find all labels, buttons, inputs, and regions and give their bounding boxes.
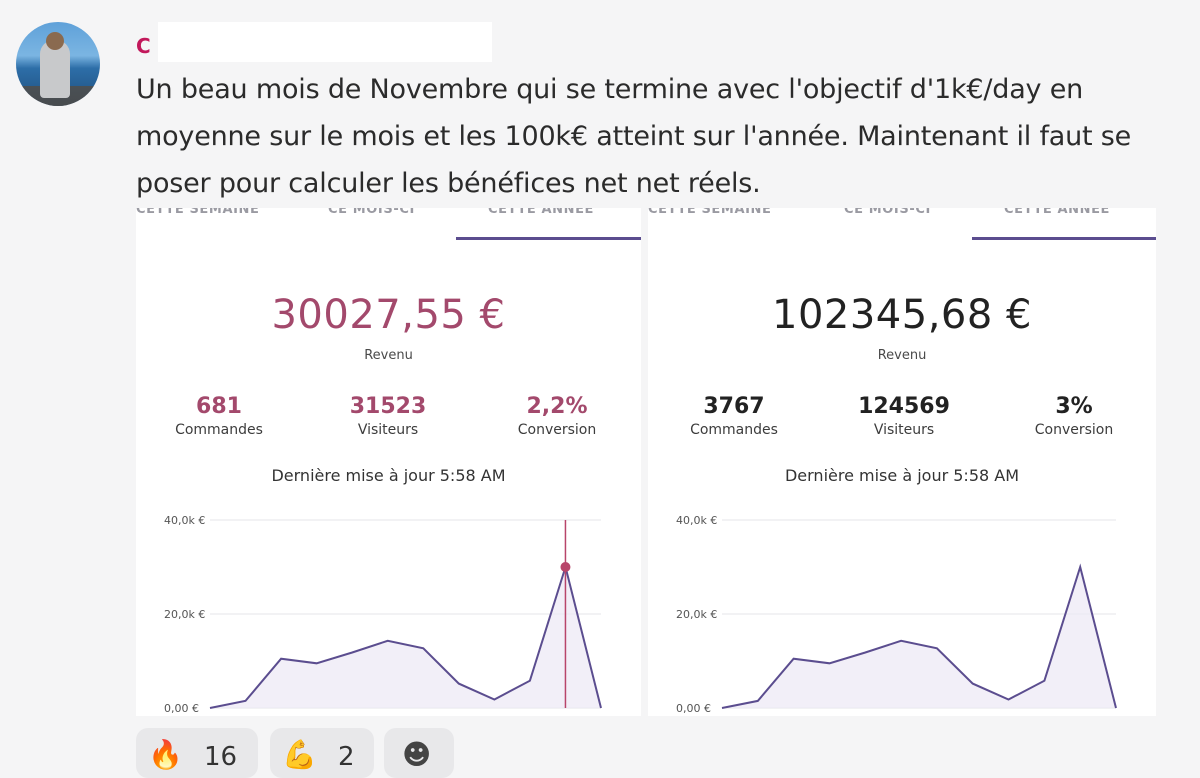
author-name[interactable]: C bbox=[136, 34, 151, 58]
y-tick-label: 40,0k € bbox=[164, 514, 205, 527]
tab-week[interactable]: CETTE SEMAINE bbox=[648, 208, 772, 217]
period-tabs: CETTE SEMAINE CE MOIS-CI CETTE ANNÉE bbox=[136, 208, 641, 242]
author-name-redaction bbox=[158, 22, 492, 62]
y-tick-label: 20,0k € bbox=[676, 608, 717, 621]
post-message: Un beau mois de Novembre qui se termine … bbox=[136, 74, 1132, 199]
stat-orders: 681 Commandes bbox=[154, 394, 284, 438]
avatar[interactable] bbox=[16, 22, 100, 106]
active-tab-indicator bbox=[972, 237, 1156, 240]
avatar-head bbox=[46, 32, 64, 50]
stat-orders-label: Commandes bbox=[175, 422, 263, 438]
stat-conversion: 2,2% Conversion bbox=[492, 394, 622, 438]
tab-month[interactable]: CE MOIS-CI bbox=[844, 208, 931, 217]
revenue-label: Revenu bbox=[364, 348, 413, 363]
revenue-value: 30027,55 € bbox=[271, 292, 506, 338]
stat-orders: 3767 Commandes bbox=[669, 394, 799, 438]
stats-card-year: CETTE SEMAINE CE MOIS-CI CETTE ANNÉE 102… bbox=[648, 208, 1156, 716]
stat-conversion: 3% Conversion bbox=[1009, 394, 1139, 438]
smiley-icon: ☻ bbox=[402, 738, 432, 771]
revenue-value: 102345,68 € bbox=[772, 292, 1032, 338]
add-reaction-button[interactable]: ☻ bbox=[384, 728, 454, 778]
stat-visitors-label: Visiteurs bbox=[873, 422, 935, 438]
period-tabs: CETTE SEMAINE CE MOIS-CI CETTE ANNÉE bbox=[648, 208, 1156, 242]
series-line bbox=[721, 563, 1117, 709]
stat-orders-value: 3767 bbox=[703, 394, 765, 419]
y-tick-label: 40,0k € bbox=[676, 514, 717, 527]
y-tick-label: 0,00 € bbox=[676, 702, 711, 715]
revenue-chart[interactable]: 0,00 € 20,0k € 40,0k € bbox=[648, 498, 1156, 716]
series-area bbox=[210, 567, 601, 708]
active-tab-indicator bbox=[456, 237, 641, 240]
stat-visitors: 31523 Visiteurs bbox=[323, 394, 453, 438]
fire-icon: 🔥 bbox=[148, 738, 183, 771]
stat-conversion-value: 2,2% bbox=[526, 394, 588, 419]
stat-visitors-label: Visiteurs bbox=[357, 422, 419, 438]
tab-week[interactable]: CETTE SEMAINE bbox=[136, 208, 260, 217]
tab-month[interactable]: CE MOIS-CI bbox=[328, 208, 415, 217]
stat-visitors-value: 31523 bbox=[349, 394, 427, 419]
stat-visitors: 124569 Visiteurs bbox=[839, 394, 969, 438]
reaction-count: 16 bbox=[204, 742, 238, 772]
stat-orders-value: 681 bbox=[196, 394, 242, 419]
series-line bbox=[209, 563, 602, 709]
tab-year[interactable]: CETTE ANNÉE bbox=[1004, 208, 1111, 217]
last-updated: Dernière mise à jour 5:58 AM bbox=[271, 466, 506, 485]
last-updated: Dernière mise à jour 5:58 AM bbox=[784, 466, 1020, 485]
stats-card-month: CETTE SEMAINE CE MOIS-CI CETTE ANNÉE 300… bbox=[136, 208, 641, 716]
y-tick-label: 20,0k € bbox=[164, 608, 205, 621]
stat-orders-label: Commandes bbox=[690, 422, 778, 438]
reaction-fire[interactable]: 🔥 16 bbox=[136, 728, 258, 778]
reaction-muscle[interactable]: 💪 2 bbox=[270, 728, 374, 778]
stat-conversion-label: Conversion bbox=[1034, 422, 1114, 438]
stat-visitors-value: 124569 bbox=[858, 394, 950, 419]
series-area bbox=[722, 567, 1116, 708]
stat-conversion-value: 3% bbox=[1055, 394, 1093, 419]
stat-conversion-label: Conversion bbox=[517, 422, 597, 438]
y-tick-label: 0,00 € bbox=[164, 702, 199, 715]
hover-point bbox=[560, 562, 571, 572]
reaction-count: 2 bbox=[338, 742, 355, 772]
revenue-chart[interactable]: 0,00 € 20,0k € 40,0k € bbox=[136, 498, 641, 716]
muscle-icon: 💪 bbox=[282, 738, 317, 771]
tab-year[interactable]: CETTE ANNÉE bbox=[488, 208, 595, 217]
revenue-label: Revenu bbox=[877, 348, 927, 363]
